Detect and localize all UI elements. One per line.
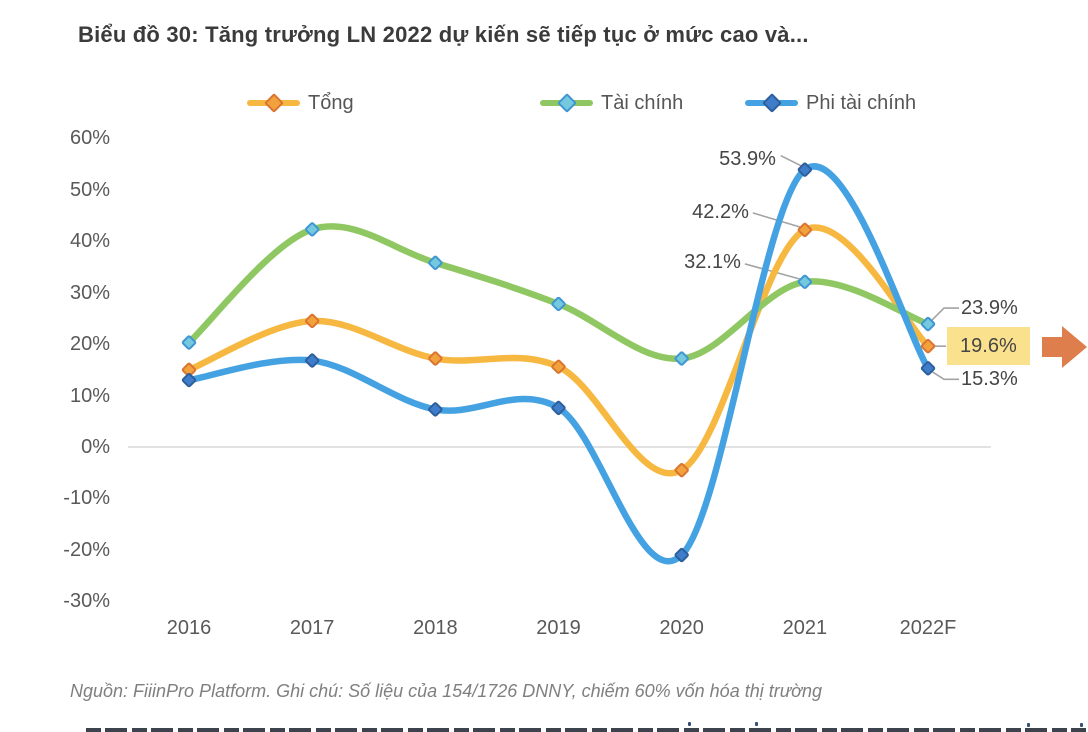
- cropped-accent-mark: [1027, 723, 1030, 727]
- data-label: 53.9%: [719, 147, 776, 170]
- x-tick-label: 2017: [289, 617, 335, 639]
- x-tick-label: 2019: [536, 617, 581, 639]
- data-point-marker: [428, 255, 443, 270]
- series-line-phi-tài-chính: [185, 163, 932, 565]
- data-label-highlighted: 19.6%: [947, 327, 1030, 366]
- chart-title: Biểu đồ 30: Tăng trưởng LN 2022 dự kiến …: [78, 22, 809, 47]
- data-point-marker: [181, 362, 197, 378]
- data-point-marker: [797, 222, 813, 238]
- legend-item-phi-tai-chinh: Phi tài chính: [745, 88, 916, 118]
- source-note: Nguồn: FiiinPro Platform. Ghi chú: Số li…: [70, 681, 823, 701]
- legend-label-tong: Tổng: [308, 91, 354, 114]
- y-tick-label: 0%: [81, 436, 110, 458]
- y-tick-label: -10%: [63, 487, 110, 510]
- data-point-marker: [797, 162, 813, 177]
- x-tick-label: 2020: [659, 617, 704, 639]
- legend: Tổng Tài chính Phi tài chính: [0, 88, 1088, 118]
- y-tick-label: 10%: [69, 384, 110, 407]
- y-tick-label: 20%: [69, 333, 110, 356]
- data-point-marker: [920, 316, 936, 332]
- data-point-marker: [674, 351, 689, 366]
- data-point-marker: [920, 339, 936, 354]
- data-point-marker: [551, 296, 566, 312]
- data-point-marker: [305, 222, 320, 237]
- data-label: 23.9%: [961, 297, 1018, 320]
- data-label: 15.3%: [961, 368, 1018, 391]
- data-point-marker: [551, 359, 566, 374]
- data-label: 42.2%: [692, 200, 749, 223]
- series-line-tài-chính: [185, 223, 932, 362]
- y-tick-label: 50%: [69, 178, 110, 201]
- tai-chinh-line-swatch-icon: [540, 93, 593, 113]
- data-point-marker: [305, 313, 320, 329]
- data-point-marker: [674, 462, 689, 478]
- x-tick-label: 2016: [166, 617, 212, 639]
- cropped-accent-mark: [755, 722, 758, 726]
- data-point-marker: [797, 274, 813, 290]
- y-tick-label: 60%: [69, 127, 110, 150]
- cropped-text-bottom-edge: [86, 728, 1086, 732]
- series-line-tổng: [185, 224, 932, 477]
- cropped-accent-mark: [1080, 723, 1083, 727]
- data-point-marker: [674, 547, 689, 563]
- y-tick-label: 40%: [69, 230, 110, 253]
- data-point-marker: [181, 335, 197, 350]
- x-tick-label: 2021: [782, 617, 828, 639]
- legend-item-tai-chinh: Tài chính: [540, 88, 683, 118]
- y-tick-label: 30%: [69, 281, 110, 304]
- legend-label-tai-chinh: Tài chính: [601, 91, 684, 114]
- legend-item-tong: Tổng: [247, 88, 354, 118]
- x-tick-label: 2022F: [899, 617, 957, 639]
- y-tick-label: -20%: [63, 538, 110, 561]
- cropped-accent-mark: [688, 722, 691, 726]
- data-point-marker: [551, 400, 566, 416]
- data-point-marker: [428, 402, 443, 417]
- forecast-arrow-icon: [1042, 326, 1087, 368]
- y-tick-label: -30%: [63, 590, 110, 613]
- annotation-leader-line: [929, 307, 960, 323]
- phi-tai-chinh-line-swatch-icon: [745, 93, 798, 113]
- x-tick-label: 2018: [413, 617, 458, 639]
- tong-line-swatch-icon: [247, 93, 300, 113]
- data-point-marker: [920, 361, 936, 376]
- data-point-marker: [305, 353, 320, 368]
- data-point-marker: [181, 372, 197, 388]
- legend-label-phi-tai-chinh: Phi tài chính: [806, 91, 917, 114]
- data-point-marker: [428, 351, 443, 366]
- data-label: 32.1%: [684, 250, 741, 273]
- annotation-leader-line: [929, 369, 960, 381]
